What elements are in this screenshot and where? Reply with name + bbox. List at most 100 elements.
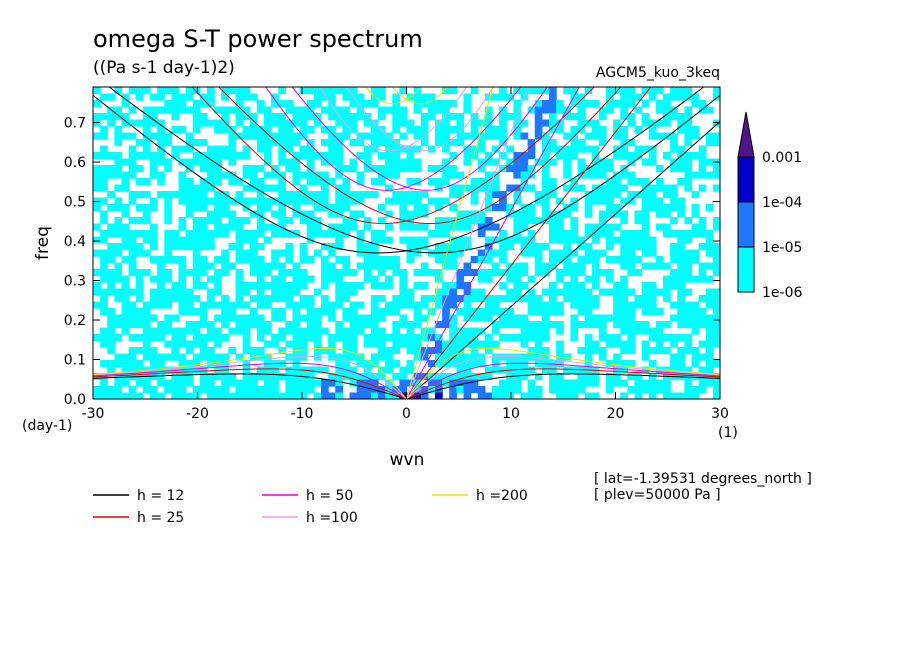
power-cell	[499, 295, 507, 303]
power-cell	[313, 87, 322, 95]
power-cell	[335, 321, 343, 329]
power-cell	[285, 301, 294, 309]
power-cell	[313, 178, 322, 186]
power-cell	[321, 347, 329, 355]
power-cell	[606, 373, 614, 381]
power-cell	[613, 256, 621, 264]
power-cell	[655, 327, 664, 335]
power-cell	[698, 295, 707, 303]
power-cell	[534, 347, 543, 355]
power-cell	[420, 314, 429, 322]
colorbar-segment	[737, 201, 755, 248]
power-cell	[107, 282, 115, 290]
power-cell	[606, 386, 614, 394]
colorbar-extend-arrow	[737, 111, 755, 158]
power-cell	[100, 301, 108, 309]
power-cell	[306, 87, 315, 95]
power-cell	[249, 113, 258, 121]
power-cell	[278, 230, 286, 238]
power-cell	[399, 119, 408, 127]
power-cell	[242, 230, 251, 238]
power-cell	[392, 295, 400, 303]
power-cell	[684, 93, 693, 101]
power-cell	[242, 197, 251, 205]
power-cell	[520, 314, 529, 322]
power-cell	[271, 366, 279, 374]
power-cell	[598, 191, 607, 199]
power-cell	[271, 282, 279, 290]
power-cell	[142, 314, 151, 322]
power-cell	[406, 158, 415, 166]
power-cell	[292, 132, 301, 140]
power-cell	[541, 178, 550, 186]
power-cell	[363, 113, 372, 121]
power-cell	[556, 152, 564, 160]
power-cell	[484, 204, 493, 212]
power-cell	[349, 379, 358, 387]
power-cell	[264, 184, 272, 192]
power-cell	[335, 230, 343, 238]
power-cell	[591, 314, 600, 322]
power-cell	[178, 171, 187, 179]
power-cell	[584, 191, 593, 199]
power-cell	[670, 230, 678, 238]
power-cell	[541, 132, 550, 140]
power-cell	[157, 275, 165, 283]
power-cell	[335, 269, 343, 277]
power-cell	[292, 178, 301, 186]
power-cell	[214, 340, 222, 348]
power-cell	[370, 165, 379, 173]
power-cell	[93, 334, 101, 342]
power-cell	[178, 145, 187, 153]
power-cell	[577, 243, 586, 251]
power-cell	[192, 223, 201, 231]
power-cell	[520, 132, 529, 140]
power-cell	[655, 256, 664, 264]
power-cell	[228, 347, 237, 355]
power-cell	[299, 106, 308, 114]
power-cell	[299, 340, 308, 348]
power-cell	[142, 347, 151, 355]
power-cell	[335, 256, 343, 264]
colorbar-label: 0.001	[762, 150, 802, 166]
power-cell	[164, 295, 172, 303]
power-cell	[114, 262, 123, 270]
power-cell	[477, 269, 486, 277]
y-unit-label: (day-1)	[22, 418, 72, 434]
power-cell	[256, 353, 265, 361]
power-cell	[463, 145, 472, 153]
power-cell	[641, 249, 650, 257]
power-cell	[264, 152, 272, 160]
power-cell	[541, 145, 550, 153]
power-cell	[328, 392, 336, 399]
power-cell	[570, 230, 579, 238]
power-cell	[221, 269, 229, 277]
power-cell	[107, 334, 115, 342]
power-cell	[356, 210, 365, 218]
power-cell	[185, 236, 194, 244]
power-cell	[292, 106, 301, 114]
power-cell	[641, 119, 650, 127]
power-cell	[342, 353, 351, 361]
power-cell	[242, 392, 251, 399]
power-cell	[114, 113, 123, 121]
power-cell	[171, 314, 180, 322]
power-cell	[370, 392, 379, 399]
power-cell	[164, 301, 172, 309]
power-cell	[577, 100, 586, 108]
power-cell	[606, 288, 614, 296]
power-cell	[655, 165, 664, 173]
power-cell	[506, 392, 514, 399]
power-cell	[406, 236, 415, 244]
power-cell	[570, 113, 579, 121]
power-cell	[663, 288, 671, 296]
legend-label: h =200	[476, 488, 528, 504]
power-cell	[584, 321, 593, 329]
power-cell	[442, 106, 450, 114]
power-cell	[420, 236, 429, 244]
power-cell	[556, 308, 564, 316]
power-cell	[684, 230, 693, 238]
power-cell	[705, 204, 714, 212]
power-cell	[456, 132, 465, 140]
power-cell	[477, 275, 486, 283]
